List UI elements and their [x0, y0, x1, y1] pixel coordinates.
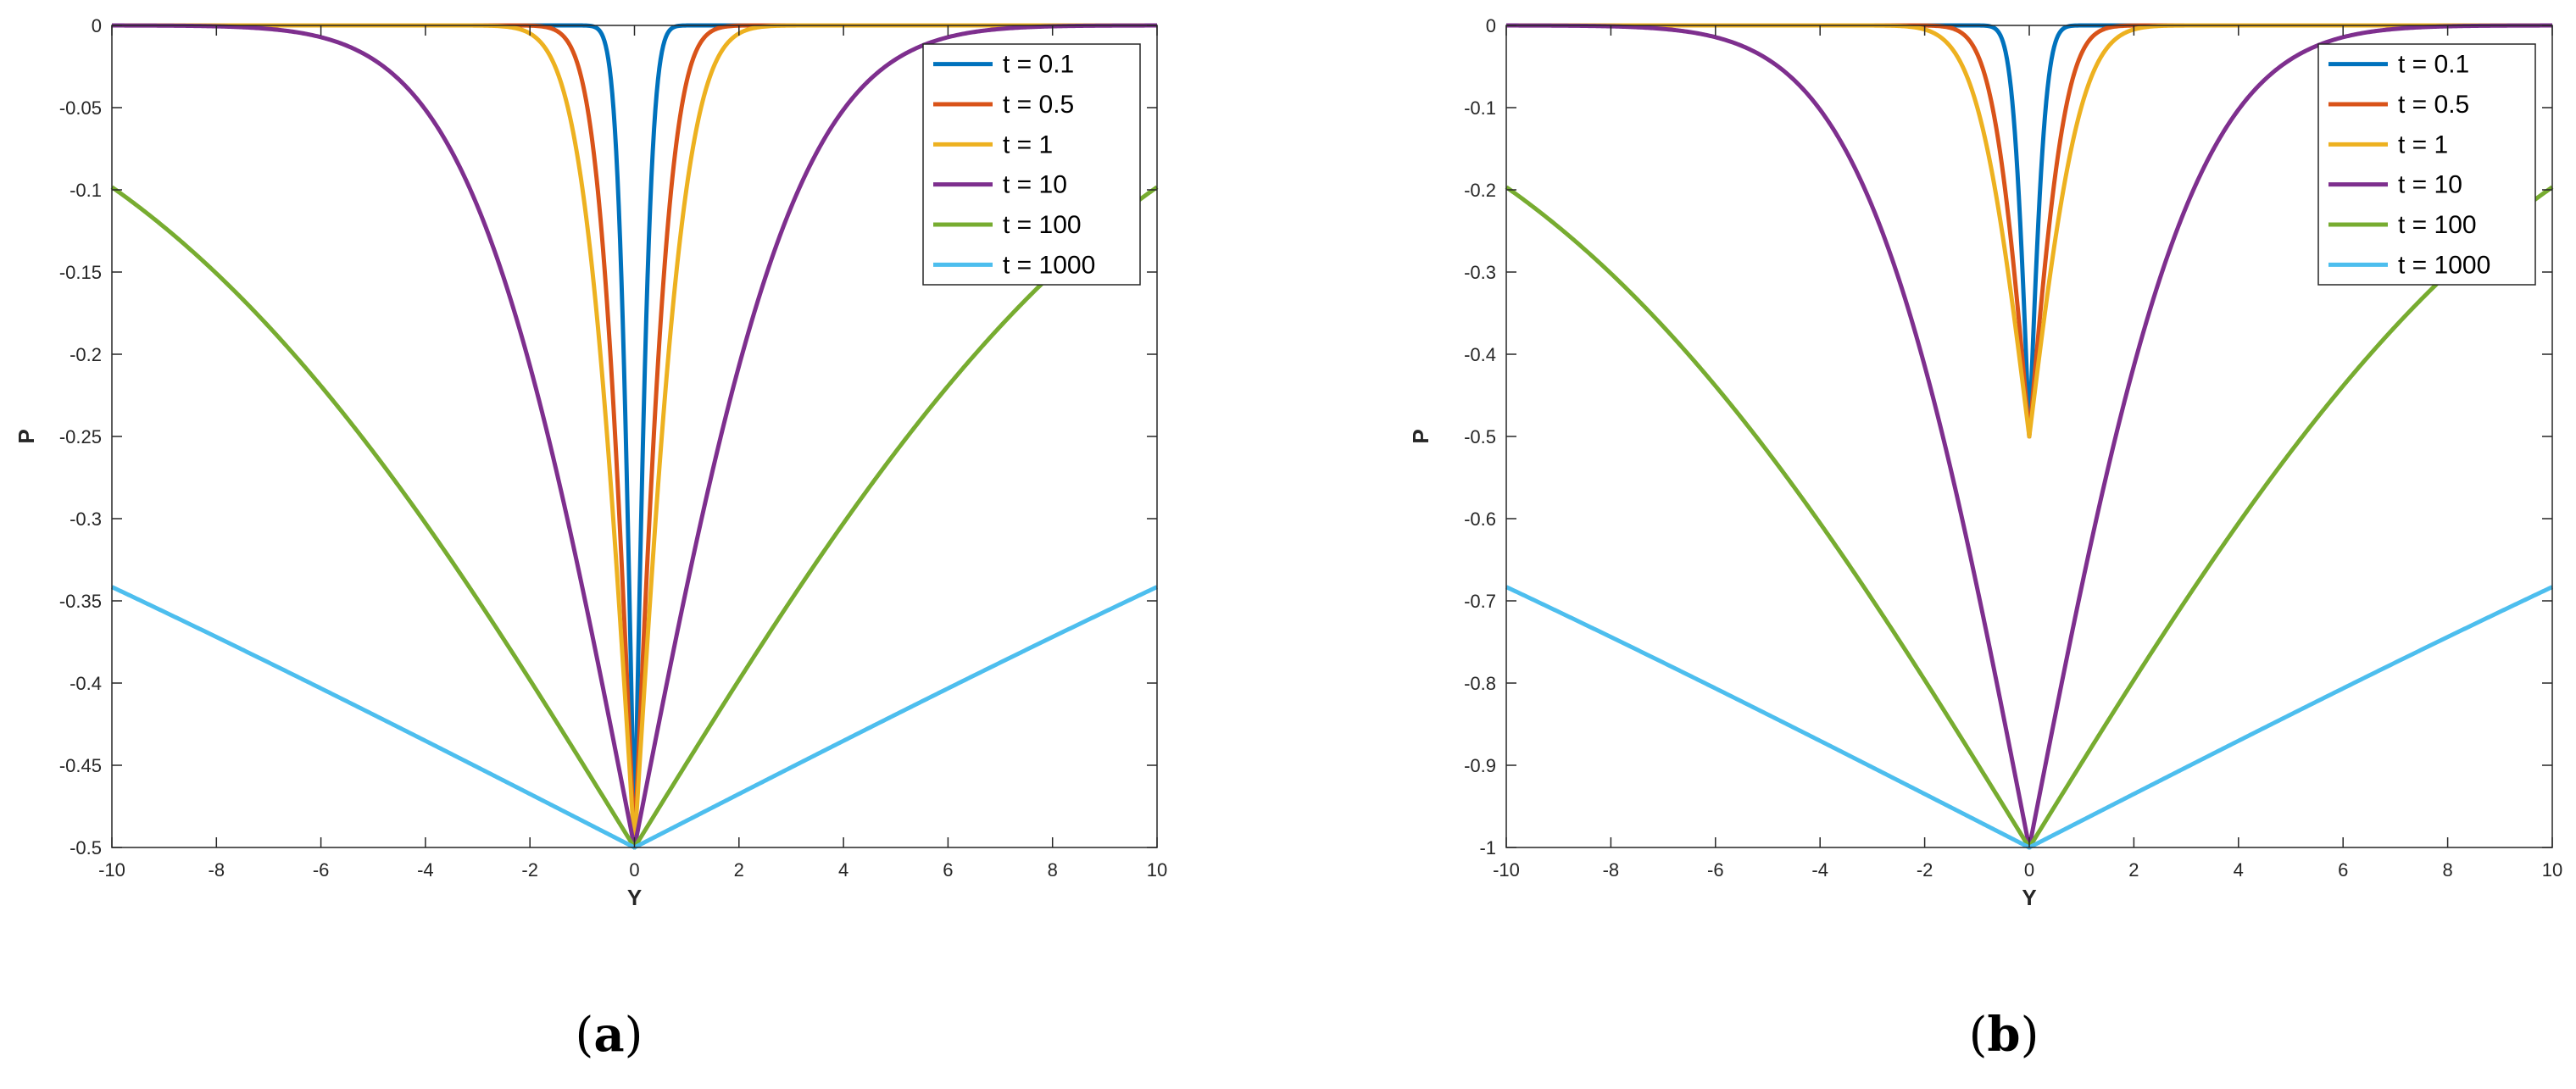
- y-tick-label: -0.1: [1464, 97, 1496, 119]
- panel-label: (b): [1969, 1007, 2039, 1063]
- x-tick-label: -8: [209, 859, 225, 881]
- x-tick-label: 4: [838, 859, 848, 881]
- y-tick-label: -0.25: [59, 426, 102, 447]
- x-tick-label: -6: [313, 859, 330, 881]
- y-tick-label: -0.8: [1464, 673, 1496, 694]
- legend-entry-10: t = 10: [2398, 171, 2462, 199]
- y-tick-label: -0.3: [70, 508, 102, 530]
- legend-entry-100: t = 100: [1003, 211, 1082, 239]
- chart-panel-b: -10 -8 -6 -4 -2 0 2 4 6 8 10 0 -0.1 -0.2 -0.3 -0.4 -0.5 -…: [1408, 15, 2562, 1063]
- y-axis-label: P: [1408, 429, 1433, 443]
- y-tick-label: -0.6: [1464, 508, 1496, 530]
- x-tick-label: 6: [943, 859, 953, 881]
- x-tick-label: -4: [1811, 859, 1828, 881]
- y-tick-label: -0.7: [1464, 591, 1496, 612]
- y-tick-label: -0.2: [70, 344, 102, 365]
- y-tick-label: -0.3: [1464, 262, 1496, 283]
- legend-entry-0.5: t = 0.5: [1003, 91, 1074, 119]
- y-tick-label: -0.5: [70, 837, 102, 858]
- x-tick-label: 0: [2024, 859, 2034, 881]
- legend-box: [922, 43, 1141, 286]
- x-tick-label: -10: [98, 859, 125, 881]
- legend-entry-0.1: t = 0.1: [2398, 51, 2469, 79]
- y-tick-label: -0.35: [59, 591, 102, 612]
- y-tick-label: -0.5: [1464, 426, 1496, 447]
- panel-label: (a): [575, 1007, 643, 1063]
- legend-entry-0.5: t = 0.5: [2398, 91, 2469, 119]
- y-tick-label: -0.4: [1464, 344, 1496, 365]
- y-tick-label: -0.45: [59, 755, 102, 776]
- x-tick-label: 6: [2338, 859, 2348, 881]
- legend: t = 0.1 t = 0.5 t = 1 t = 10 t = 100 t = 1000: [2317, 43, 2536, 286]
- x-tick-label: -10: [1493, 859, 1520, 881]
- x-tick-label: 8: [1048, 859, 1058, 881]
- series-line-100: [1505, 185, 2554, 850]
- x-tick-label: 10: [1147, 859, 1167, 881]
- x-tick-label: 2: [2128, 859, 2139, 881]
- x-tick-label: 2: [734, 859, 744, 881]
- y-tick-label: -1: [1479, 837, 1496, 858]
- y-tick-label: 0: [1486, 15, 1496, 36]
- legend: t = 0.1 t = 0.5 t = 1 t = 10 t = 100 t = 1000: [922, 43, 1141, 286]
- y-tick-label: -0.2: [1464, 180, 1496, 201]
- y-tick-label: 0: [92, 15, 102, 36]
- legend-entry-100: t = 100: [2398, 211, 2477, 239]
- x-tick-label: -8: [1603, 859, 1620, 881]
- legend-box: [2317, 43, 2536, 286]
- y-axis-label: P: [14, 429, 39, 443]
- x-tick-label: -6: [1707, 859, 1724, 881]
- y-tick-label: -0.9: [1464, 755, 1496, 776]
- x-tick-label: 4: [2234, 859, 2244, 881]
- legend-entry-1: t = 1: [1003, 131, 1053, 158]
- legend-entry-0.1: t = 0.1: [1003, 51, 1074, 79]
- y-tick-label: -0.4: [70, 673, 102, 694]
- x-axis-label: Y: [627, 885, 642, 910]
- legend-entry-1: t = 1: [2398, 131, 2448, 158]
- x-tick-label: 8: [2442, 859, 2452, 881]
- legend-entry-1000: t = 1000: [1003, 251, 1095, 279]
- legend-entry-10: t = 10: [1003, 171, 1067, 199]
- series-line-1000: [1505, 585, 2554, 850]
- x-tick-label: 0: [629, 859, 639, 881]
- chart-panel-a: -10 -8 -6 -4 -2 0 2 4 6 8 10 0 -0.05 -0.1 -0.15 -0.2 -0.…: [14, 15, 1167, 1063]
- y-tick-label: -0.05: [59, 97, 102, 119]
- x-axis-label: Y: [2022, 885, 2036, 910]
- legend-entry-1000: t = 1000: [2398, 251, 2490, 279]
- y-tick-label: -0.1: [70, 180, 102, 201]
- y-tick-label: -0.15: [59, 262, 102, 283]
- x-tick-label: -2: [1917, 859, 1933, 881]
- x-tick-label: -2: [521, 859, 538, 881]
- x-tick-label: 10: [2542, 859, 2562, 881]
- x-tick-label: -4: [417, 859, 434, 881]
